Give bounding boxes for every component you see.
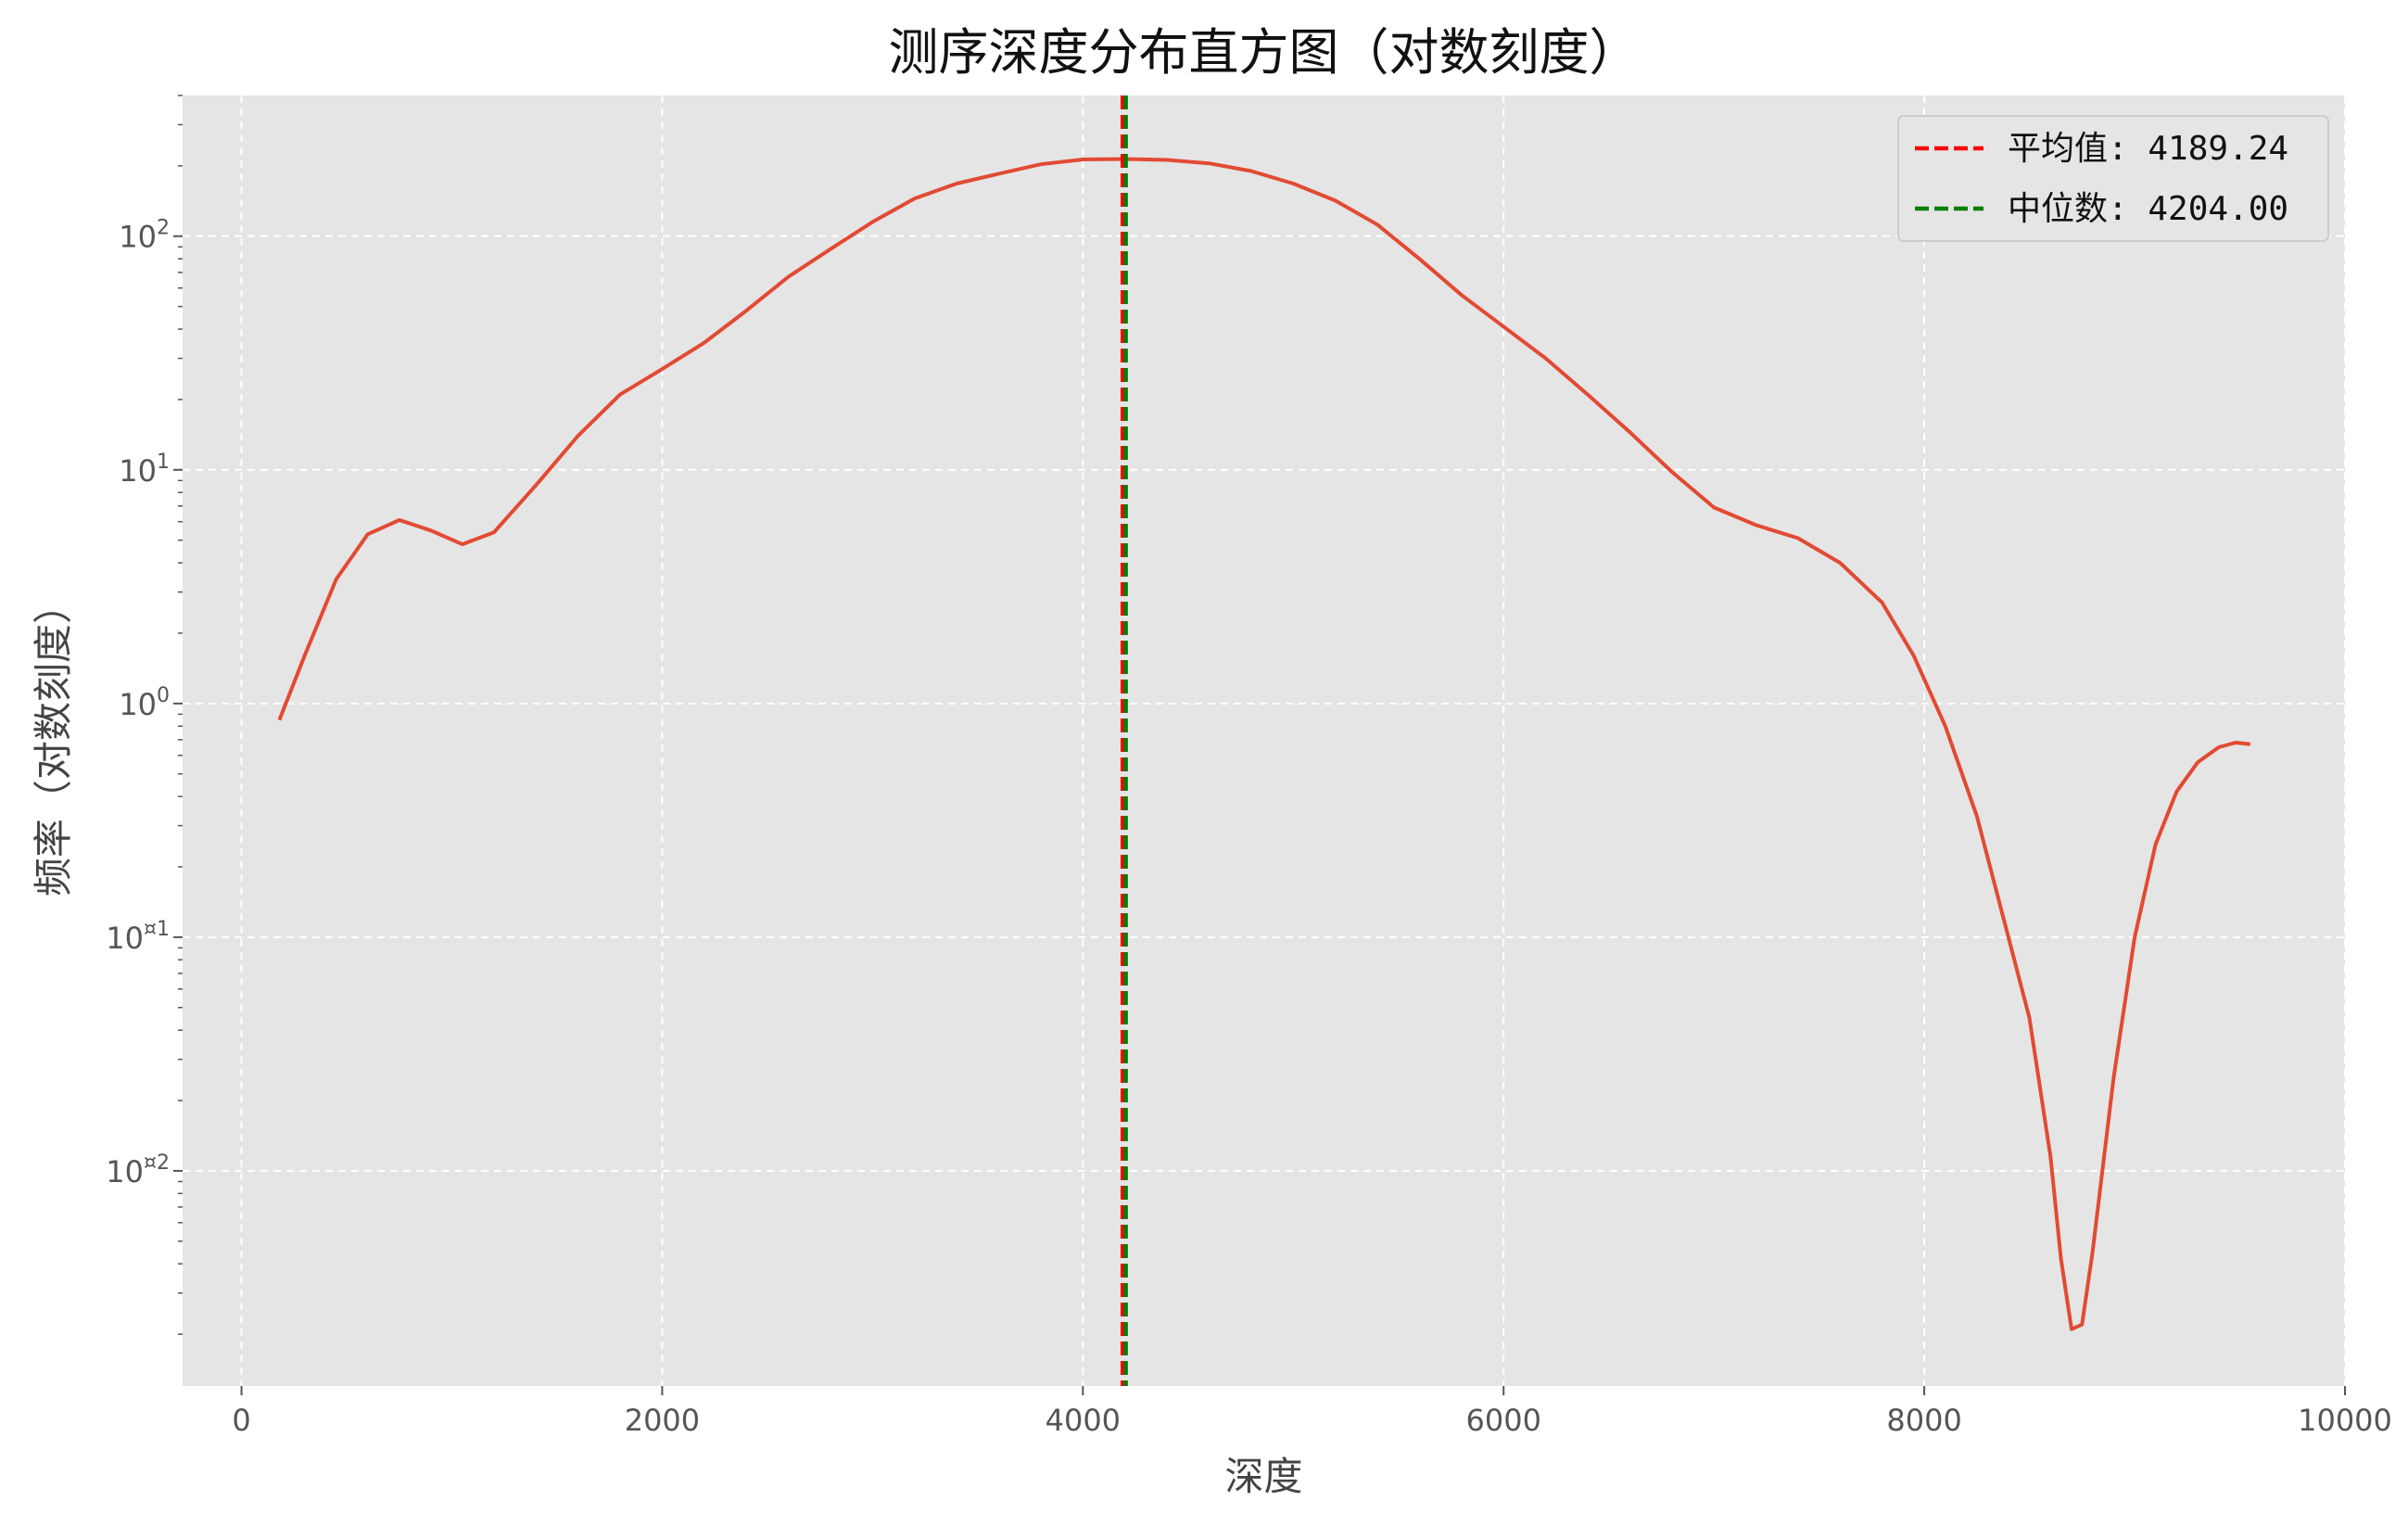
y-tick-label: 10¤1 [106,918,170,956]
x-tick-label: 0 [232,1403,250,1438]
x-axis-label: 深度 [1224,1454,1302,1499]
legend-label: 平均值: 4189.24 [2008,130,2288,168]
reference-lines [1121,95,1128,1386]
y-tick-label: 100 [119,684,170,722]
series-line [277,157,2251,1331]
chart-title: 测序深度分布直方图（对数刻度） [889,23,1640,82]
y-tick-label: 101 [119,451,170,489]
y-axis-ticks: 102 101 100 10¤1 10¤2 [106,217,183,1189]
x-tick-label: 2000 [625,1403,700,1438]
x-tick-label: 10000 [2298,1403,2392,1438]
y-tick-label: 10¤2 [106,1151,170,1189]
x-tick-label: 8000 [1886,1403,1961,1438]
grid-lines [183,95,2346,1386]
x-tick-label: 6000 [1465,1403,1540,1438]
data-series [277,157,2251,1331]
y-minor-ticks [178,95,183,1335]
x-axis-ticks: 0 2000 4000 6000 8000 10000 [232,1386,2392,1438]
legend-label: 中位数: 4204.00 [2008,190,2288,228]
plot-area [183,95,2345,1386]
y-tick-label: 102 [119,217,170,255]
y-axis-label: 频率（对数刻度） [31,585,76,897]
legend: 平均值: 4189.24 中位数: 4204.00 [1897,115,2329,242]
legend-box [1897,115,2329,242]
x-tick-label: 4000 [1046,1403,1121,1438]
